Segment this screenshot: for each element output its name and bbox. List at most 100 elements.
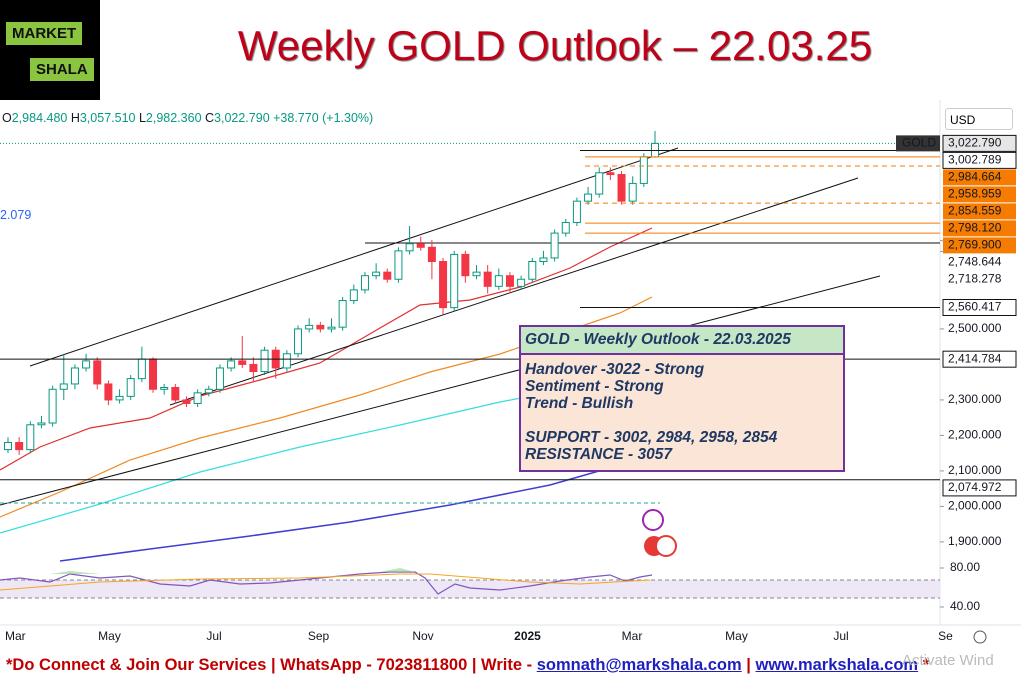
candle-body bbox=[617, 174, 626, 202]
price-label-bg bbox=[942, 134, 1017, 152]
candle-body bbox=[182, 399, 191, 404]
candle-body bbox=[249, 363, 258, 373]
rsi-ma bbox=[0, 573, 651, 591]
watermark: Activate Wind bbox=[902, 652, 994, 669]
ma-50 bbox=[0, 296, 653, 518]
price-label: 2,500.000 bbox=[948, 321, 1002, 335]
candle-body bbox=[204, 388, 213, 394]
currency-select[interactable]: USD bbox=[945, 108, 1013, 130]
candle-body bbox=[70, 367, 79, 385]
candle-body bbox=[160, 387, 169, 390]
indicator-value: 2.079 bbox=[0, 208, 32, 222]
ohlc-value: 3,022.790 bbox=[214, 111, 270, 125]
outlook-heading: GOLD - Weekly Outlook - 22.03.2025 bbox=[521, 327, 843, 355]
ma-200 bbox=[59, 464, 621, 562]
outlook-line: Trend - Bullish bbox=[525, 395, 634, 412]
rsi-fill bbox=[50, 568, 415, 574]
price-label: 2,074.972 bbox=[948, 480, 1002, 494]
candle-body bbox=[15, 442, 24, 451]
price-label: 2,100.000 bbox=[948, 463, 1002, 477]
candle-body bbox=[450, 253, 459, 309]
outlook-line: SUPPORT - 3002, 2984, 2958, 2854 bbox=[525, 429, 778, 446]
candle-body bbox=[483, 271, 492, 287]
candle-body bbox=[439, 260, 448, 309]
ohlc-value: 3,057.510 bbox=[79, 111, 136, 125]
logo-text: SHALA bbox=[30, 58, 94, 81]
price-label: 2,414.784 bbox=[948, 351, 1002, 365]
candle-body bbox=[238, 360, 247, 365]
candle-body bbox=[305, 324, 314, 330]
price-label: 2,769.900 bbox=[948, 238, 1002, 252]
candle-body bbox=[416, 243, 425, 248]
price-label-bg bbox=[943, 186, 1016, 203]
event-icon bbox=[655, 535, 677, 557]
candle-body bbox=[405, 243, 414, 252]
candle-body bbox=[505, 275, 514, 287]
candle-body bbox=[539, 257, 548, 262]
site-link[interactable]: www.markshala.com bbox=[755, 656, 919, 674]
price-label-bg bbox=[942, 298, 1017, 316]
ohlc-change: +38.770 (+1.30%) bbox=[273, 111, 374, 125]
price-label-bg bbox=[942, 151, 1017, 169]
price-label: 2,748.644 bbox=[948, 255, 1002, 269]
candle-body bbox=[427, 246, 436, 262]
logo-text: MARKET bbox=[6, 22, 83, 45]
x-tick-label: 2025 bbox=[514, 629, 541, 643]
rsi-band bbox=[0, 580, 940, 598]
x-tick-label: May bbox=[725, 629, 748, 643]
event-icon bbox=[642, 509, 664, 531]
candle-body bbox=[360, 275, 369, 291]
price-label: 2,000.000 bbox=[948, 499, 1002, 513]
outlook-line: Handover -3022 - Strong bbox=[525, 361, 705, 378]
x-tick-label: Se bbox=[938, 629, 953, 643]
candle-body bbox=[215, 367, 224, 390]
chart: 3,022.790 3,002.789 2,984.664 2,958.959 2,85… bbox=[0, 100, 1021, 644]
candle-body bbox=[59, 383, 68, 390]
candle-body bbox=[472, 271, 481, 277]
candle-body bbox=[26, 424, 35, 451]
x-tick-label: Nov bbox=[412, 629, 433, 643]
candle-body bbox=[93, 360, 102, 385]
candle-body bbox=[572, 200, 581, 223]
candle-body bbox=[550, 232, 559, 259]
settings-icon[interactable] bbox=[973, 630, 987, 644]
candle-body bbox=[227, 360, 236, 369]
candle-body bbox=[48, 388, 57, 424]
footer-text: *Do Connect & Join Our Services | WhatsA… bbox=[6, 656, 537, 674]
candle-body bbox=[260, 349, 269, 373]
candle-body bbox=[394, 250, 403, 280]
candle-body bbox=[137, 358, 146, 380]
ohlc-key: O bbox=[2, 111, 12, 125]
candle-body bbox=[639, 156, 648, 184]
candle-body bbox=[494, 275, 503, 287]
x-tick-label: Jul bbox=[833, 629, 848, 643]
candle-body bbox=[584, 193, 593, 202]
price-label-bg bbox=[943, 203, 1016, 220]
price-label: 3,002.789 bbox=[948, 153, 1002, 167]
candle-body bbox=[316, 324, 325, 330]
price-label: 2,300.000 bbox=[948, 392, 1002, 406]
symbol-tag: GOLD bbox=[902, 136, 936, 150]
footer-text: * bbox=[918, 656, 930, 674]
candle-body bbox=[104, 383, 113, 401]
candle-body bbox=[595, 172, 604, 195]
candle-body bbox=[349, 289, 358, 302]
candle-body bbox=[606, 172, 615, 176]
footer-text: | bbox=[741, 656, 756, 674]
x-tick-label: May bbox=[98, 629, 121, 643]
price-label: 2,984.664 bbox=[948, 170, 1002, 184]
price-label-bg bbox=[942, 479, 1017, 497]
candle-body bbox=[294, 328, 303, 355]
candle-body bbox=[82, 360, 91, 369]
price-label: 2,200.000 bbox=[948, 428, 1002, 442]
rsi-line bbox=[0, 571, 653, 595]
email-link[interactable]: somnath@markshala.com bbox=[536, 656, 742, 674]
price-label-bg bbox=[942, 350, 1017, 368]
rsi-tick-label: 40.00 bbox=[950, 599, 980, 613]
candle-body bbox=[115, 395, 124, 401]
ohlc-key: L bbox=[138, 111, 146, 125]
x-tick-label: Mar bbox=[622, 629, 643, 643]
price-label: 3,022.790 bbox=[948, 136, 1002, 150]
candle-body bbox=[327, 326, 336, 330]
